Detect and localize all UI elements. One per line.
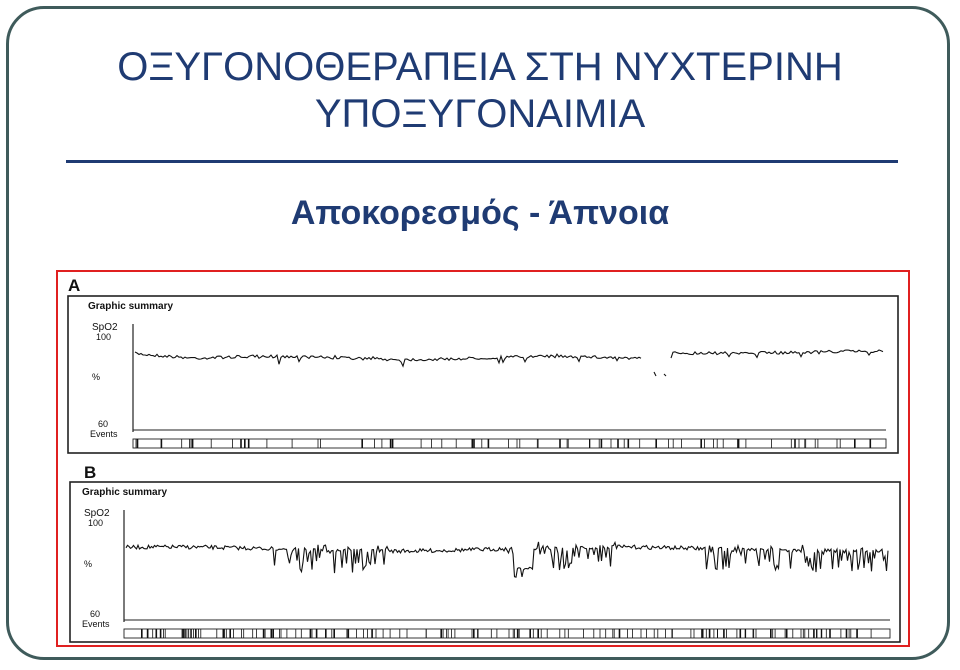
panel-b-event-ticks [141, 629, 872, 638]
panel-b-box [69, 481, 901, 643]
panel-b-y-top: 100 [88, 518, 103, 528]
panel-b-letter: B [84, 463, 96, 482]
panel-b: B Graphic summary SpO2 100 % 60 Events [69, 463, 901, 643]
spo2-figure: A Graphic summary SpO2 100 % 60 Events B… [56, 270, 910, 647]
panel-a-y-top: 100 [96, 332, 111, 342]
panel-b-spo2-label: SpO2 [84, 508, 110, 519]
panel-b-spo2-trace [125, 540, 889, 578]
panel-b-events-label: Events [82, 619, 110, 629]
slide-title-line1: ΟΞΥΓΟΝΟΘΕΡΑΠΕΙΑ ΣΤΗ ΝΥΧΤΕΡΙΝΗ [117, 45, 843, 89]
panel-a-heading: Graphic summary [88, 301, 173, 312]
panel-a-spo2-trace [134, 349, 884, 377]
panel-a-y-unit: % [92, 372, 100, 382]
panel-a-events-label: Events [90, 429, 118, 439]
panel-a-y-bottom: 60 [98, 419, 108, 429]
panel-a-spo2-label: SpO2 [92, 322, 118, 333]
spo2-figure-svg: A Graphic summary SpO2 100 % 60 Events B… [67, 276, 901, 643]
slide-subtitle: Αποκορεσμός - Άπνοια [290, 194, 670, 232]
title-divider [66, 160, 898, 163]
panel-b-y-unit: % [84, 559, 92, 569]
panel-a-box [67, 295, 899, 454]
panel-a-events-bar [132, 438, 887, 449]
panel-a-event-ticks [135, 439, 872, 448]
panel-a: A Graphic summary SpO2 100 % 60 Events [67, 276, 899, 454]
panel-b-y-bottom: 60 [90, 609, 100, 619]
panel-b-heading: Graphic summary [82, 487, 167, 498]
slide-title-line2: ΥΠΟΞΥΓΟΝΑΙΜΙΑ [314, 92, 646, 136]
panel-b-events-bar [123, 628, 891, 639]
panel-a-letter: A [68, 276, 80, 295]
